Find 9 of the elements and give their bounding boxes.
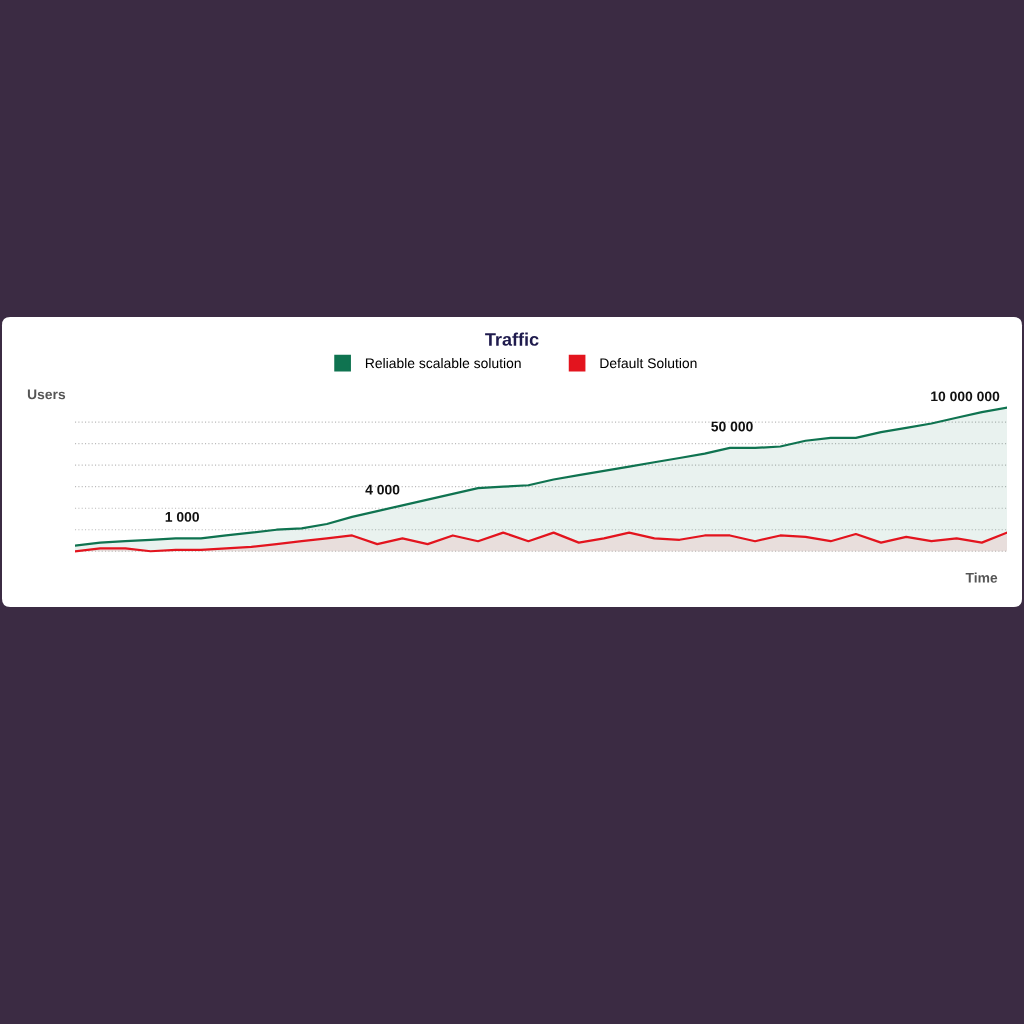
chart-title: Traffic	[485, 332, 539, 346]
annotation: 4 000	[365, 484, 400, 495]
annotation: 50 000	[711, 421, 753, 432]
y-axis-title: Users	[27, 389, 66, 400]
legend-label: Reliable scalable solution	[365, 357, 521, 369]
annotation: 1 000	[165, 511, 199, 522]
text: 10 000 000	[931, 391, 1000, 402]
legend-label: Default Solution	[600, 357, 697, 369]
x-axis-title: Time	[965, 572, 998, 583]
